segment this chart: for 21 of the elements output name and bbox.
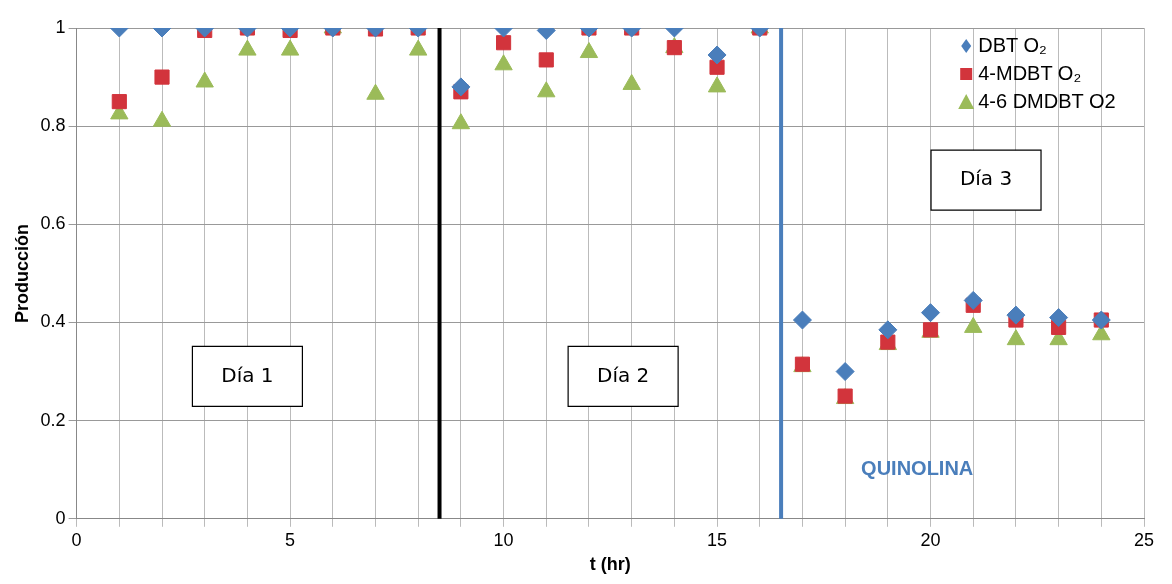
y-tick-label: 1 [55, 16, 66, 37]
legend-label: DBT O₂ [978, 33, 1047, 56]
x-tick-label: 25 [1133, 529, 1155, 550]
x-tick-label: 20 [920, 529, 941, 550]
x-axis-title: t (hr) [589, 554, 631, 575]
x-tick-label: 15 [707, 529, 728, 550]
legend-label: 4-MDBT O₂ [978, 61, 1082, 84]
annotation: Día 2 [596, 362, 650, 387]
ref-line-label: QUINOLINA [861, 457, 974, 480]
y-tick-label: 0 [55, 507, 66, 528]
y-tick-label: 0.6 [40, 213, 66, 234]
x-tick-label: 10 [493, 529, 514, 550]
x-tick-label: 0 [71, 529, 82, 550]
y-axis-title: Producción [11, 223, 32, 323]
x-tick-label: 5 [285, 529, 296, 550]
legend-label: 4-6 DMDBT O2 [978, 89, 1116, 112]
y-tick-label: 0.4 [40, 311, 66, 332]
annotation: Día 3 [959, 166, 1013, 191]
y-tick-label: 0.2 [40, 409, 66, 430]
annotation: Día 1 [221, 362, 274, 387]
y-tick-label: 0.8 [40, 115, 66, 136]
